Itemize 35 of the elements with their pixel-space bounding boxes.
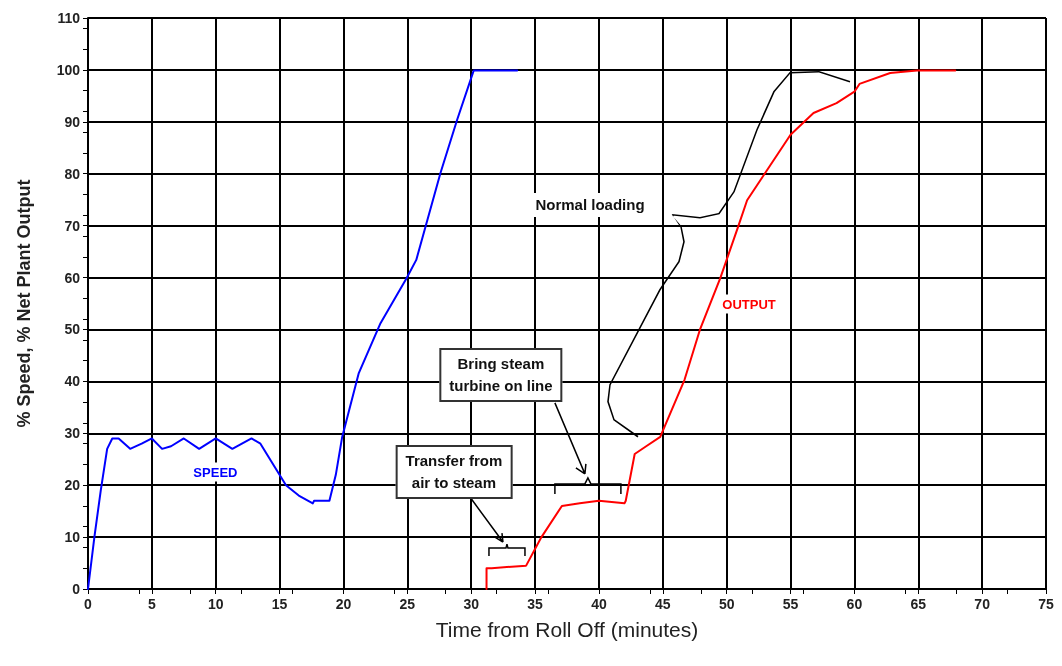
x-tick-label: 35	[527, 596, 544, 612]
x-tick-label: 50	[718, 596, 735, 612]
x-tick-label: 70	[974, 596, 991, 612]
x-tick-label: 30	[463, 596, 480, 612]
x-axis-title: Time from Roll Off (minutes)	[435, 618, 699, 641]
y-tick-label: 20	[64, 477, 81, 494]
x-tick-label: 55	[782, 596, 799, 612]
x-tick-label: 45	[655, 596, 671, 612]
y-tick-label: 30	[64, 425, 81, 442]
y-tick-label: 50	[64, 321, 81, 338]
x-tick-label: 20	[335, 596, 352, 612]
series-label: SPEED	[189, 462, 242, 482]
y-tick-label: 90	[64, 113, 81, 130]
y-tick-label: 80	[64, 165, 81, 182]
annotation: Normal loading	[531, 192, 649, 217]
y-axis-title: % Speed, % Net Plant Output	[14, 179, 34, 428]
x-tick-label: 65	[910, 596, 927, 612]
x-tick-label: 15	[271, 596, 288, 612]
x-tick-label: 25	[399, 596, 416, 612]
y-tick-label: 100	[56, 61, 81, 78]
y-tick-label: 70	[64, 217, 81, 234]
annotation: Transfer from air to steam	[395, 445, 513, 500]
x-tick-label: 75	[1038, 596, 1054, 612]
x-tick-label: 5	[147, 596, 156, 612]
x-tick-label: 60	[846, 596, 863, 612]
x-tick-label: 40	[591, 596, 607, 612]
y-tick-label: 0	[72, 581, 81, 597]
y-tick-label: 110	[57, 10, 81, 26]
series-label: OUTPUT	[718, 294, 780, 313]
y-tick-label: 60	[64, 269, 81, 286]
y-tick-label: 40	[64, 373, 81, 390]
y-tick-label: 10	[64, 529, 81, 546]
annotation: Bring steam turbine on line	[439, 347, 563, 402]
x-tick-label: 10	[207, 596, 224, 612]
x-tick-label: 0	[84, 596, 93, 612]
